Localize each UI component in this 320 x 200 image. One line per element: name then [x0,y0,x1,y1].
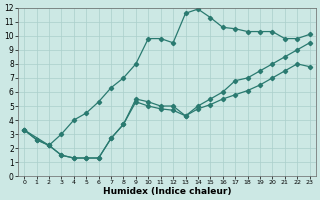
X-axis label: Humidex (Indice chaleur): Humidex (Indice chaleur) [103,187,231,196]
